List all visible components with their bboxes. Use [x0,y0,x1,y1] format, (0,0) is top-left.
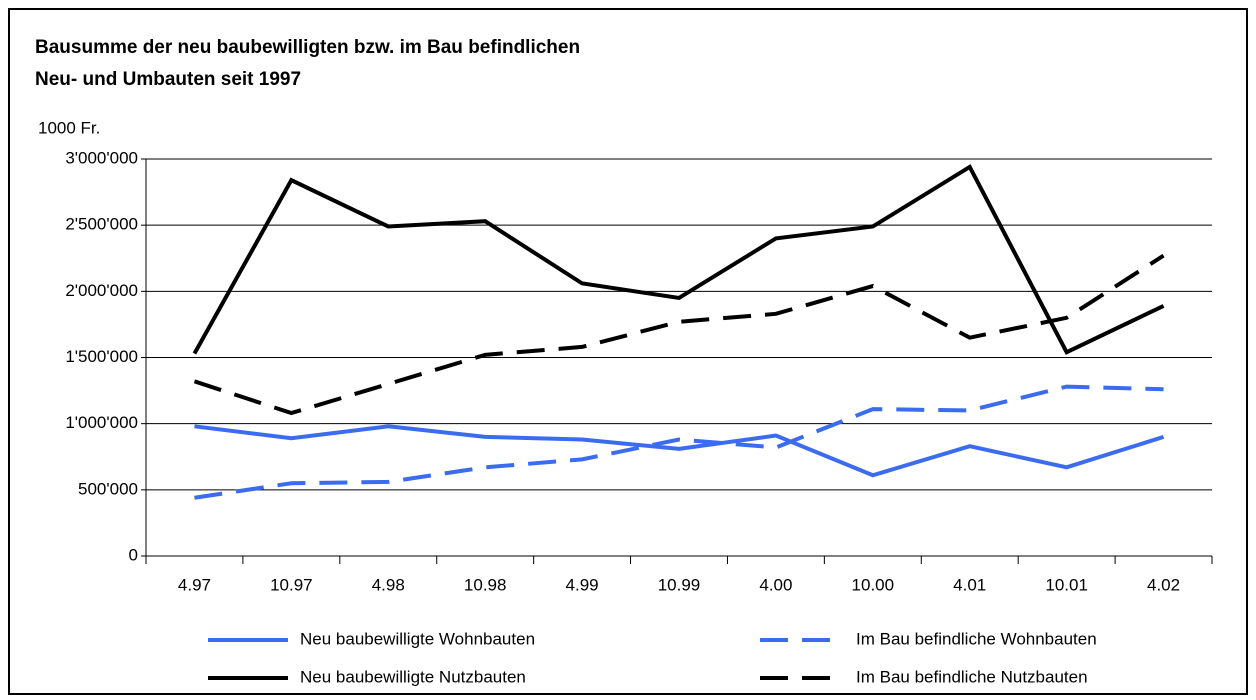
x-tick-label: 4.02 [1147,575,1180,594]
y-tick-label: 2'500'000 [65,215,138,234]
legend-label: Neu baubewilligte Wohnbauten [300,629,535,648]
x-tick-label: 10.99 [658,575,701,594]
y-tick-label: 1'000'000 [65,413,138,432]
y-axis-label: 1000 Fr. [38,118,100,137]
x-tick-label: 10.00 [852,575,895,594]
x-tick-label: 10.98 [464,575,507,594]
series-line [194,424,1165,478]
x-tick-label: 10.97 [270,575,313,594]
legend-label: Im Bau befindliche Nutzbauten [856,667,1088,686]
legend-label: Im Bau befindliche Wohnbauten [856,629,1097,648]
series-line [193,253,1165,416]
chart-title: Neu- und Umbauten seit 1997 [35,69,301,90]
x-tick-label: 4.00 [759,575,792,594]
y-tick-label: 500'000 [78,479,138,498]
x-tick-label: 4.01 [953,575,986,594]
x-tick-label: 4.98 [372,575,405,594]
x-tick-label: 10.01 [1045,575,1088,594]
x-tick-label: 4.97 [178,575,211,594]
series-line [194,384,1164,500]
y-tick-label: 2'000'000 [65,281,138,300]
y-tick-label: 1'500'000 [65,347,138,366]
series-line [192,164,1165,355]
x-tick-label: 4.99 [566,575,599,594]
y-tick-label: 3'000'000 [65,148,138,167]
y-tick-label: 0 [129,545,138,564]
legend-label: Neu baubewilligte Nutzbauten [300,667,526,686]
chart-title: Bausumme der neu baubewilligten bzw. im … [35,37,580,58]
chart-frame [8,8,1248,695]
